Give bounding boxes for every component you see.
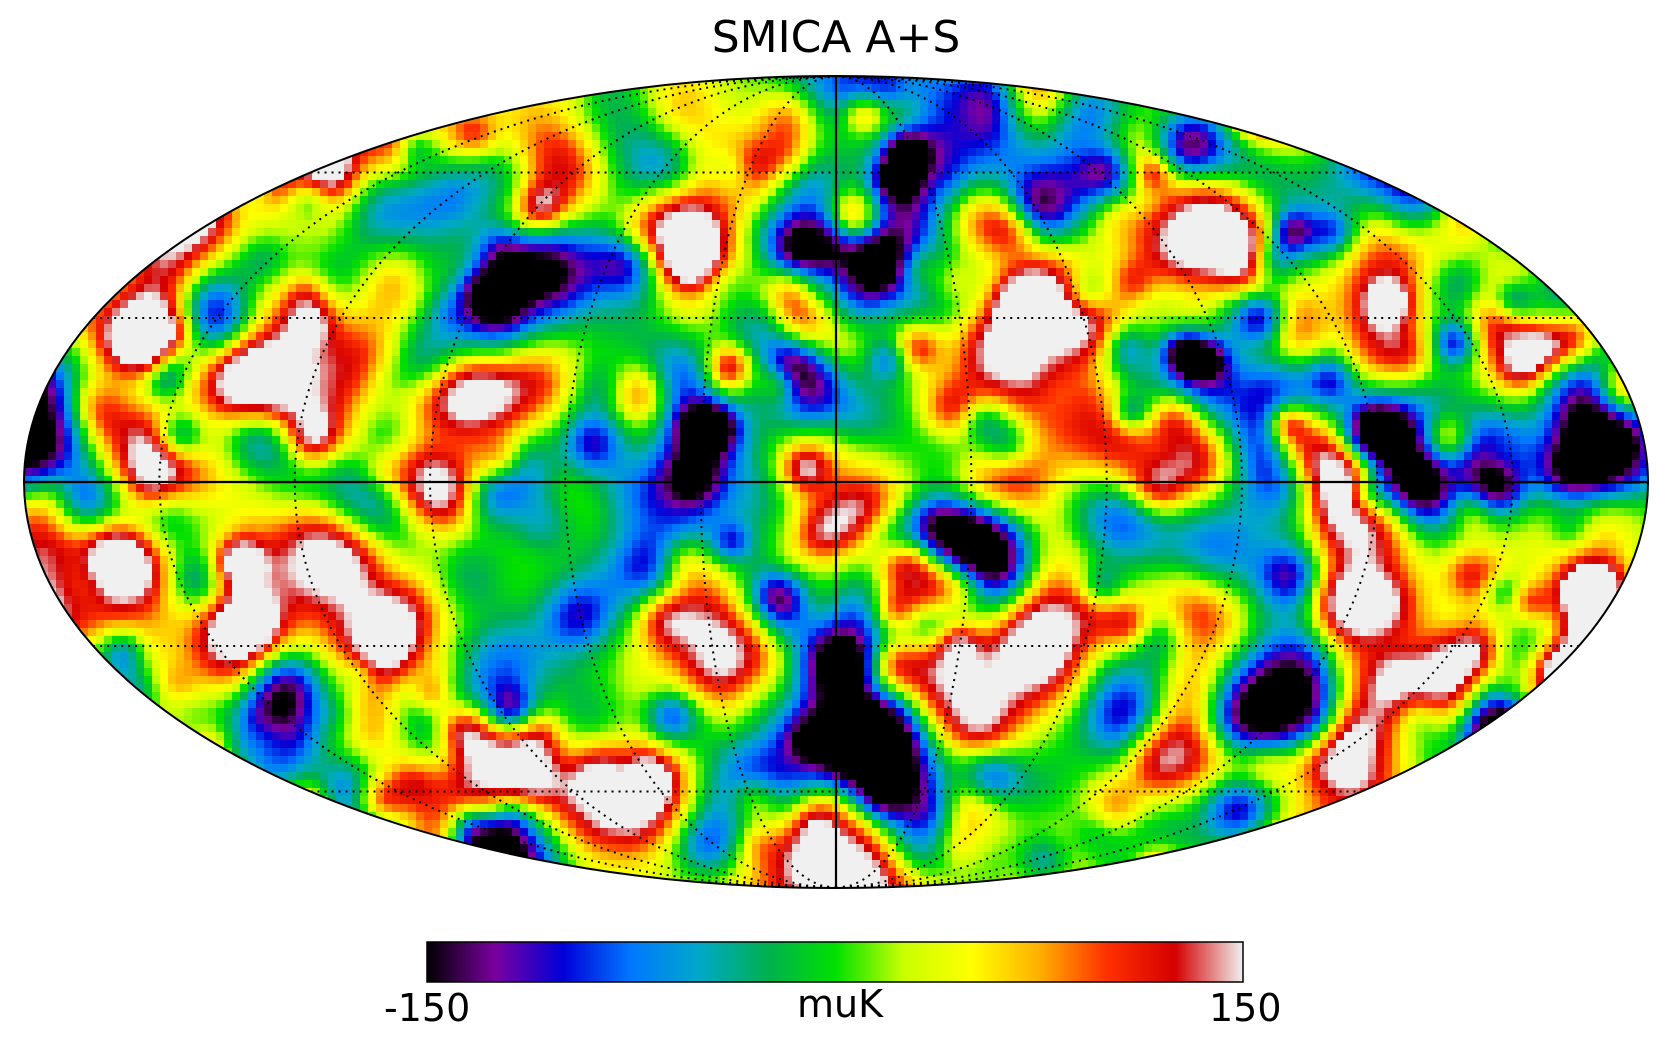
meridian-line	[835, 76, 1514, 888]
colorbar-max-label: 150	[1209, 986, 1282, 1030]
colorbar-min-label: -150	[384, 986, 471, 1030]
map-title: SMICA A+S	[711, 12, 961, 63]
temperature-field	[24, 76, 1648, 888]
colorbar	[426, 941, 1244, 983]
map-boundary	[23, 75, 1649, 889]
meridian-line	[158, 76, 837, 888]
colorbar-unit-label: muK	[797, 982, 884, 1026]
